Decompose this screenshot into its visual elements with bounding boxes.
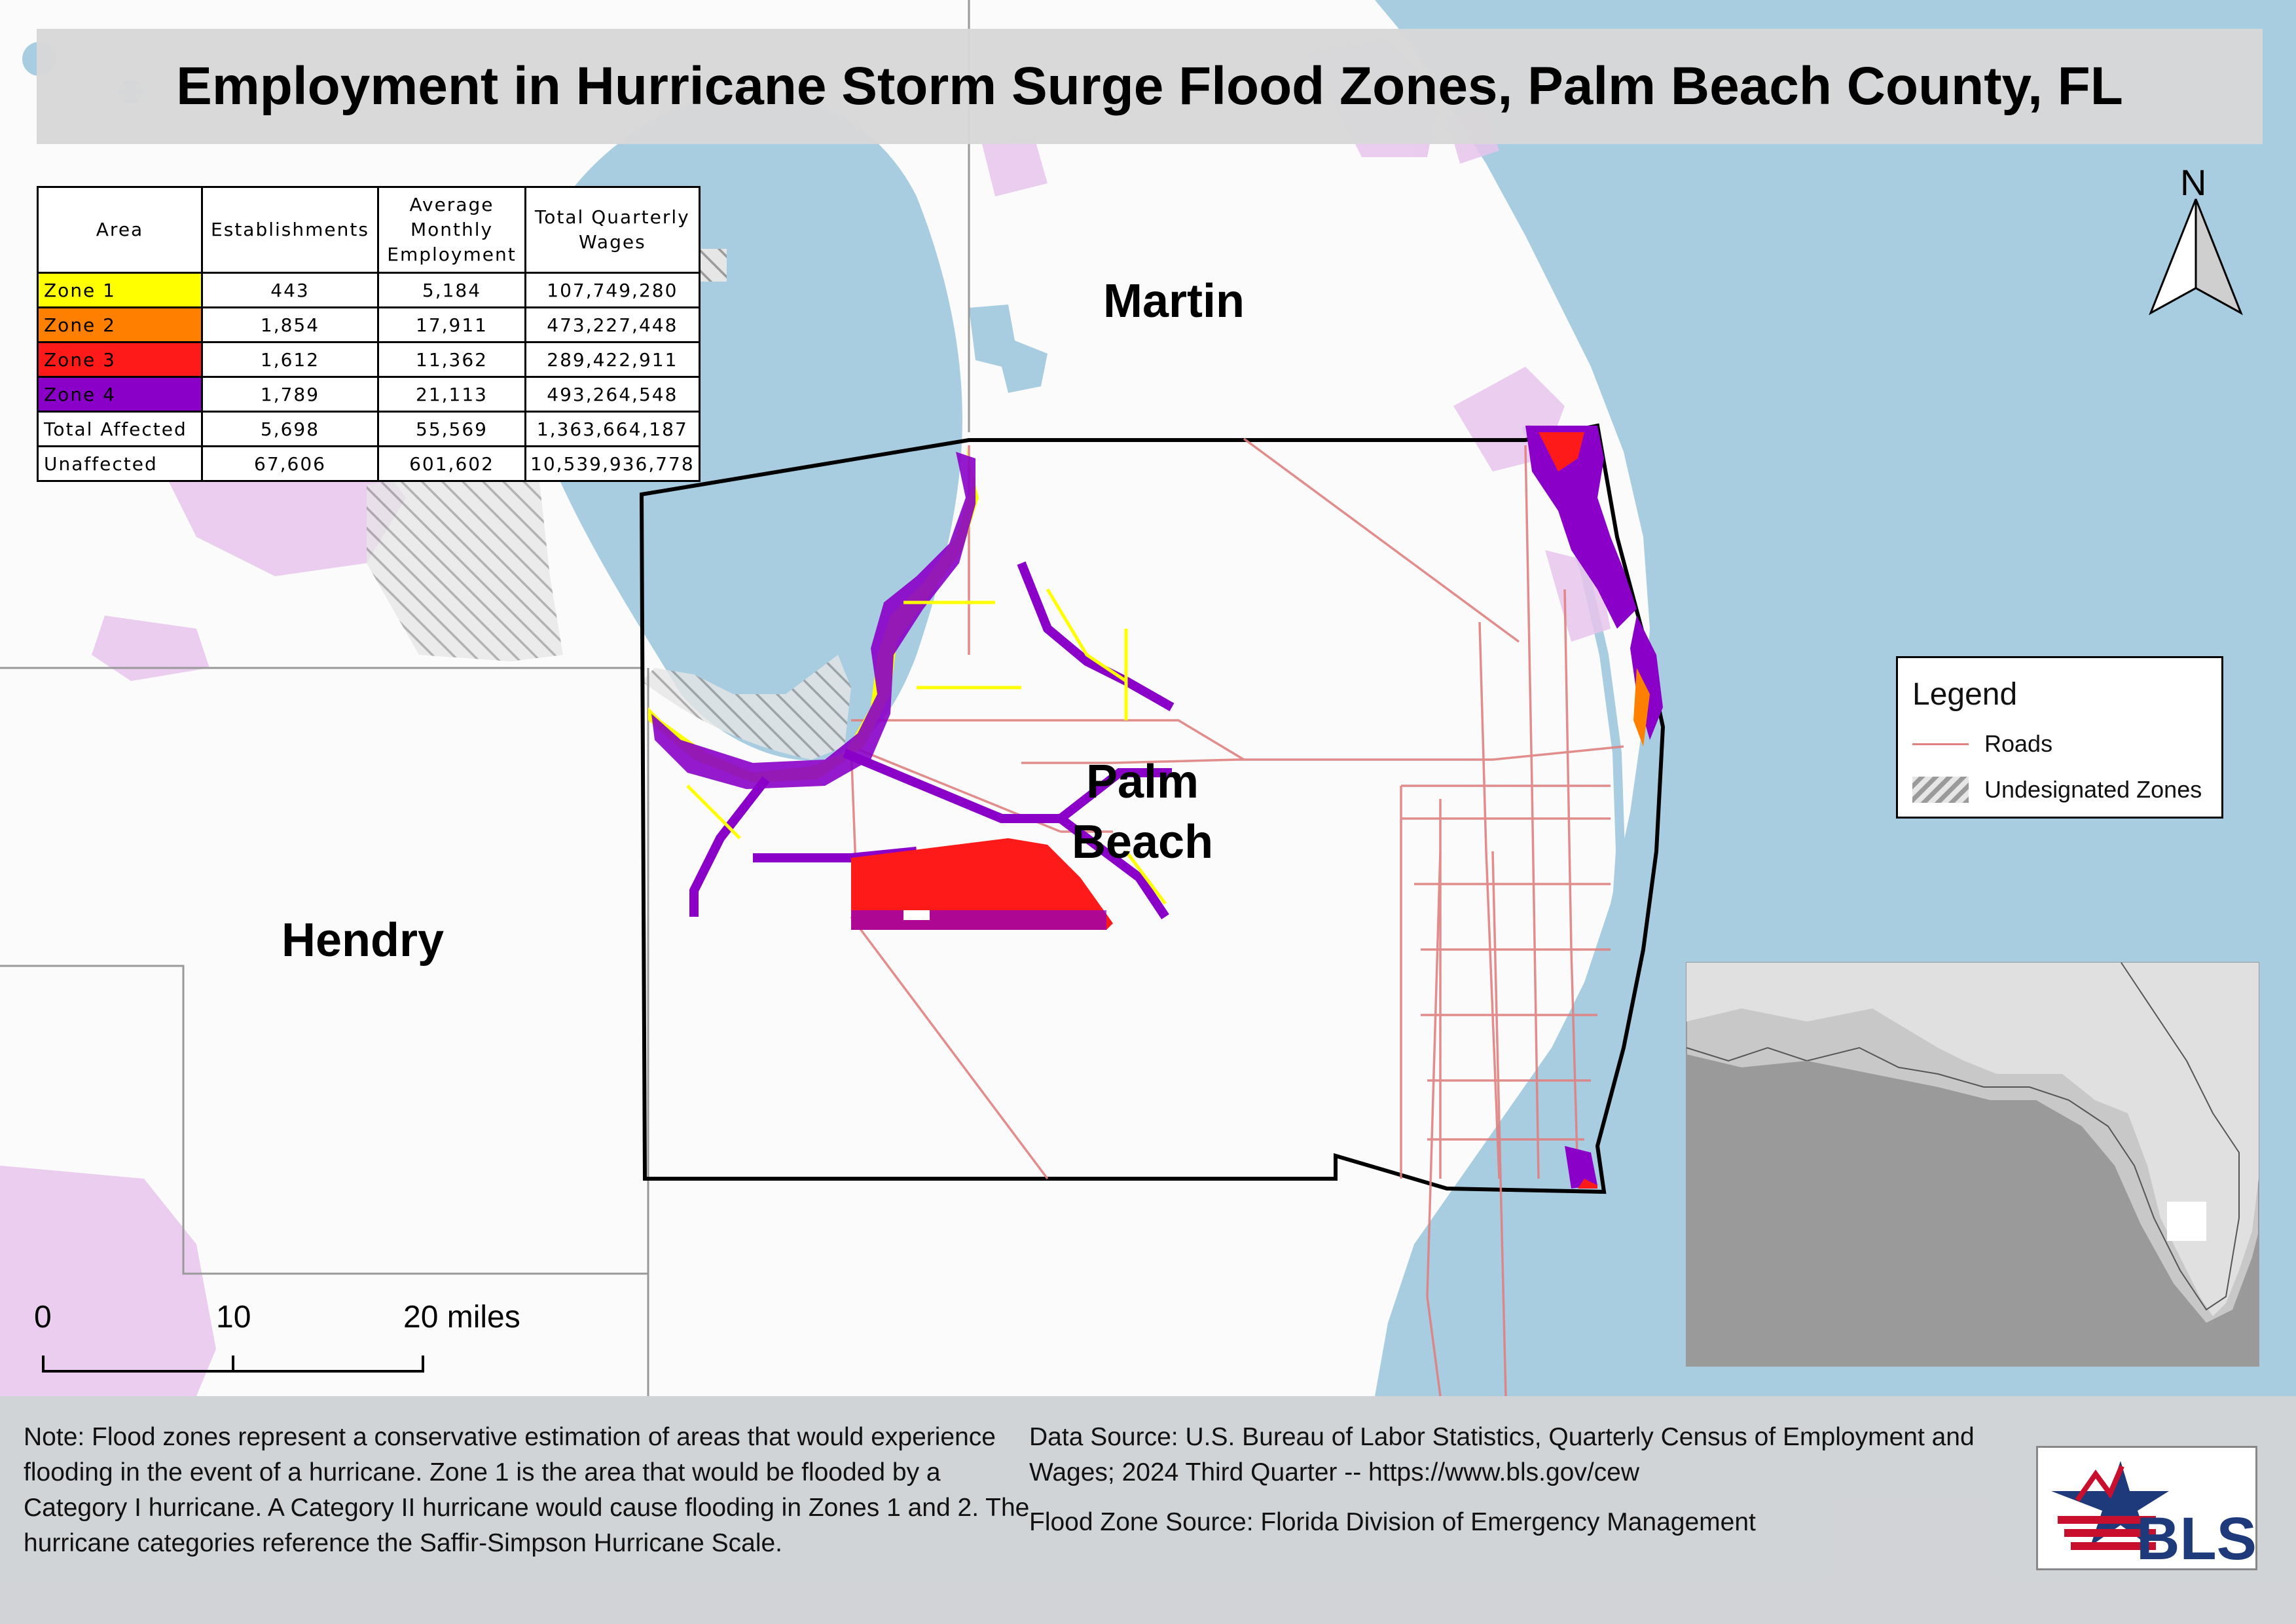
county-label-hendry: Hendry [282,914,445,967]
cell-employment: 11,362 [377,341,526,378]
legend-label-undesignated: Undesignated Zones [1984,776,2202,803]
header-establishments: Establishments [201,186,379,274]
flood-zone-source: Flood Zone Source: Florida Division of E… [1029,1508,1756,1536]
bls-logo: BLS [2036,1446,2257,1572]
legend: Legend Roads Undesignated Zones [1896,656,2223,819]
north-arrow-label: N [2180,162,2207,203]
cell-employment: 5,184 [377,272,526,308]
legend-item-undesignated: Undesignated Zones [1912,776,2202,803]
header-employment: Average Monthly Employment [377,186,526,274]
data-source: Data Source: U.S. Bureau of Labor Statis… [1029,1423,1975,1486]
cell-employment: 55,569 [377,411,526,447]
cell-wages: 473,227,448 [524,306,701,343]
flood-zone-note: Note: Flood zones represent a conservati… [24,1423,1030,1557]
notes-band [0,1396,2296,1624]
legend-title: Legend [1912,677,2018,712]
cell-establishments: 443 [201,272,379,308]
cell-wages: 289,422,911 [524,341,701,378]
cell-wages: 493,264,548 [524,376,701,413]
legend-item-roads: Roads [1912,730,2052,758]
table-row: Zone 2 1,854 17,911 473,227,448 [37,306,701,343]
map-title: Employment in Hurricane Storm Surge Floo… [176,56,2123,116]
scale-tick-0: 0 [34,1300,52,1335]
cell-establishments: 1,789 [201,376,379,413]
cell-establishments: 1,612 [201,341,379,378]
county-label-palm-beach: Palm Beach [1071,756,1214,868]
bls-logo-text: BLS [2136,1505,2255,1568]
header-area: Area [37,186,203,274]
cell-area: Zone 1 [37,272,203,308]
cell-wages: 10,539,936,778 [524,445,701,482]
cell-wages: 1,363,664,187 [524,411,701,447]
star-icon [2051,1461,2169,1550]
scale-bar [42,1356,424,1373]
cell-establishments: 67,606 [201,445,379,482]
cell-establishments: 1,854 [201,306,379,343]
cell-area: Total Affected [37,411,203,447]
cell-wages: 107,749,280 [524,272,701,308]
table-row: Total Affected 5,698 55,569 1,363,664,187 [37,411,701,447]
flood-zone-stats-table: Area Establishments Average Monthly Empl… [37,186,701,482]
cell-area: Unaffected [37,445,203,482]
cell-area: Zone 4 [37,376,203,413]
sources-block: Data Source: U.S. Bureau of Labor Statis… [1029,1420,2037,1555]
scale-tick-10: 10 [216,1300,251,1335]
cell-area: Zone 3 [37,341,203,378]
county-label-martin: Martin [1103,275,1245,327]
table-row: Unaffected 67,606 601,602 10,539,936,778 [37,445,701,482]
inset-locator-map [1686,962,2259,1367]
cell-employment: 601,602 [377,445,526,482]
north-arrow [2149,198,2243,316]
table-row: Zone 3 1,612 11,362 289,422,911 [37,341,701,378]
cell-area: Zone 2 [37,306,203,343]
bls-logo-graphic: BLS [2051,1461,2257,1572]
table-header-row: Area Establishments Average Monthly Empl… [37,186,701,274]
cell-establishments: 5,698 [201,411,379,447]
table-row: Zone 1 443 5,184 107,749,280 [37,272,701,308]
hatch-swatch [1912,777,1969,803]
scale-tick-20: 20 miles [403,1300,520,1335]
cell-employment: 17,911 [377,306,526,343]
undesignated-zone-lake-south [642,655,851,760]
title-banner: Employment in Hurricane Storm Surge Floo… [37,29,2263,144]
cell-employment: 21,113 [377,376,526,413]
undesignated-zone-lake-north [367,458,563,661]
legend-label-roads: Roads [1984,730,2053,757]
road-swatch [1912,743,1969,745]
header-wages: Total Quarterly Wages [524,186,701,274]
table-row: Zone 4 1,789 21,113 493,264,548 [37,376,701,413]
table-body: Zone 1 443 5,184 107,749,280 Zone 2 1,854 17,9… [37,272,701,482]
flood-zones [648,426,1663,1189]
